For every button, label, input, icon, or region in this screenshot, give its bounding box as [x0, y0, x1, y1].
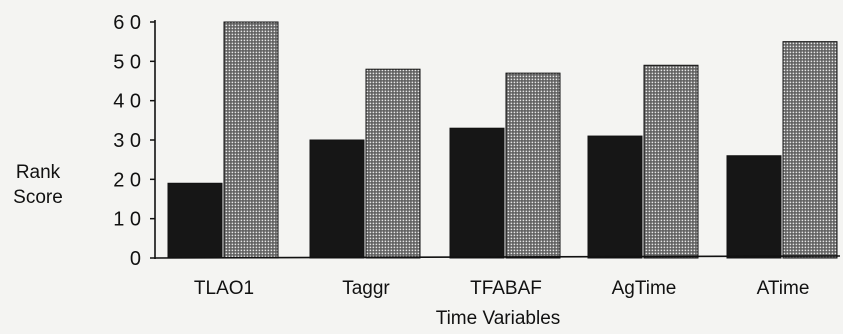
y-tick-label: 4 0	[113, 91, 141, 113]
bar-agtime-series-1	[587, 135, 643, 259]
y-tick-label: 2 0	[113, 169, 141, 191]
x-axis-line	[154, 255, 841, 259]
bar-agtime-series-2	[643, 64, 699, 259]
x-category-label: AgTime	[612, 278, 677, 299]
y-tick-label: 0	[130, 248, 141, 270]
bar-taggr-series-2	[365, 68, 421, 259]
bar-tlao1-series-1	[167, 182, 223, 259]
y-tick-label: 6 0	[113, 12, 141, 34]
x-category-label: ATime	[757, 278, 810, 299]
bar-tlao1-series-2	[223, 21, 279, 259]
x-axis-title: Time Variables	[436, 308, 561, 329]
x-category-label: TLAO1	[194, 278, 254, 299]
plot-area: 0 1 0 2 0 3 0 4 0 5 0 6 0 TLAO1 Taggr TFABAF AgTim…	[113, 12, 838, 299]
bar-tfabaf-series-2	[505, 72, 561, 259]
bar-taggr-series-1	[309, 139, 365, 259]
y-axis-title-line-2: Score	[13, 187, 63, 208]
y-axis-title-line-1: Rank	[16, 162, 61, 183]
y-tick-label: 5 0	[113, 51, 141, 73]
bar-atime-series-2	[782, 41, 838, 259]
y-tick-label: 1 0	[113, 209, 141, 231]
bar-atime-series-1	[726, 155, 782, 259]
x-category-label: TFABAF	[470, 278, 542, 299]
bar-tfabaf-series-1	[449, 127, 505, 259]
x-category-label: Taggr	[342, 278, 390, 299]
y-tick-label: 3 0	[113, 130, 141, 152]
